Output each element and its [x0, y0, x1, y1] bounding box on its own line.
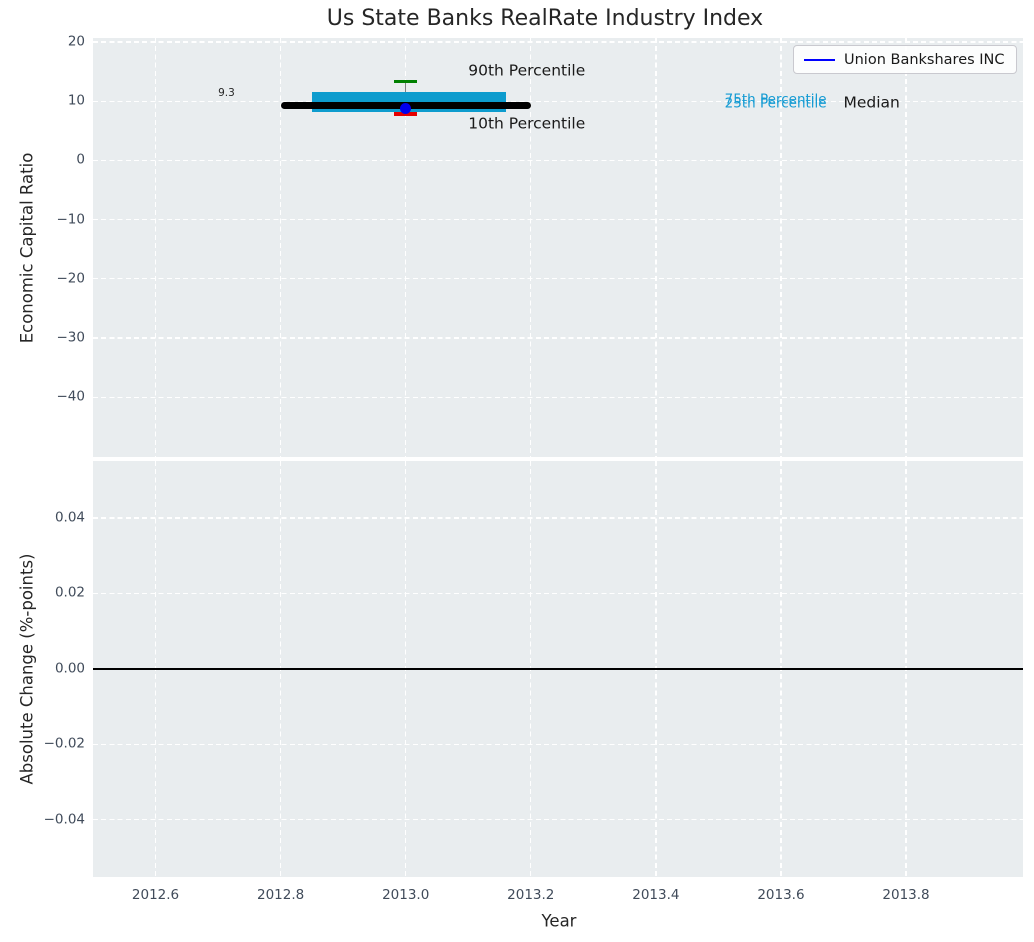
- x-axis-label: Year: [541, 911, 577, 931]
- p90-whisker-cap: [394, 79, 417, 84]
- x-tick-label: 2013.4: [632, 887, 680, 903]
- y-tick-label: 10: [67, 92, 85, 109]
- gridline-horizontal: [93, 592, 1023, 595]
- gridline-horizontal: [93, 159, 1023, 162]
- x-tick-label: 2013.8: [882, 887, 930, 903]
- y-tick-label: −20: [56, 270, 86, 287]
- x-tick-label: 2013.6: [757, 887, 805, 903]
- legend: Union Bankshares INC: [793, 45, 1017, 74]
- annotation-90th-percentile: 90th Percentile: [468, 61, 586, 80]
- bottom-plot-area: [93, 461, 1023, 877]
- gridline-horizontal: [93, 337, 1023, 339]
- gridline-horizontal: [93, 218, 1023, 221]
- annotation-10th-percentile: 10th Percentile: [468, 113, 586, 132]
- gridline-vertical: [780, 38, 782, 457]
- y-tick-label: −0.04: [43, 810, 85, 827]
- y-tick-label: −10: [56, 210, 86, 227]
- chart-title: Us State Banks RealRate Industry Index: [326, 6, 764, 31]
- annotation-25th-percentile: 25th Percentile: [724, 94, 827, 111]
- zero-line: [93, 667, 1023, 670]
- x-tick-label: 2012.6: [131, 887, 180, 903]
- top-plot-area: [93, 38, 1023, 457]
- gridline-vertical: [905, 38, 907, 457]
- gridline-horizontal: [93, 517, 1023, 519]
- gridline-horizontal: [93, 100, 1023, 102]
- y-tick-label: 0.00: [54, 660, 85, 677]
- p10-whisker-cap: [394, 112, 417, 116]
- company-data-point: [400, 103, 412, 115]
- gridline-vertical: [154, 38, 157, 457]
- gridline-vertical: [405, 38, 407, 457]
- y-tick-label: −0.02: [43, 735, 85, 752]
- y-tick-label: 0.04: [54, 509, 85, 526]
- y-tick-label: 0: [76, 151, 85, 168]
- annotation-9-3: 9.3: [218, 86, 235, 99]
- gridline-horizontal: [93, 41, 1023, 43]
- y-tick-label: −30: [56, 329, 86, 346]
- y-axis-label-bottom: Absolute Change (%-points): [17, 553, 37, 785]
- gridline-vertical: [655, 38, 657, 457]
- gridline-horizontal: [93, 278, 1023, 280]
- y-axis-label-top: Economic Capital Ratio: [17, 152, 37, 344]
- y-tick-label: 20: [67, 33, 85, 50]
- y-tick-label: −40: [56, 388, 86, 405]
- x-tick-label: 2013.2: [507, 887, 555, 903]
- legend-line-icon: [804, 58, 835, 61]
- gridline-horizontal: [93, 396, 1023, 398]
- legend-label: Union Bankshares INC: [844, 51, 1005, 68]
- y-tick-label: 0.02: [54, 584, 85, 601]
- gridline-horizontal: [93, 819, 1023, 821]
- gridline-vertical: [530, 38, 532, 457]
- x-tick-label: 2012.8: [257, 887, 305, 903]
- annotation-median: Median: [843, 93, 900, 112]
- x-tick-label: 2013.0: [382, 887, 430, 903]
- annotation-75th-percentile: 75th Percentile: [724, 91, 827, 108]
- gridline-horizontal: [93, 743, 1023, 745]
- gridline-vertical: [279, 38, 282, 457]
